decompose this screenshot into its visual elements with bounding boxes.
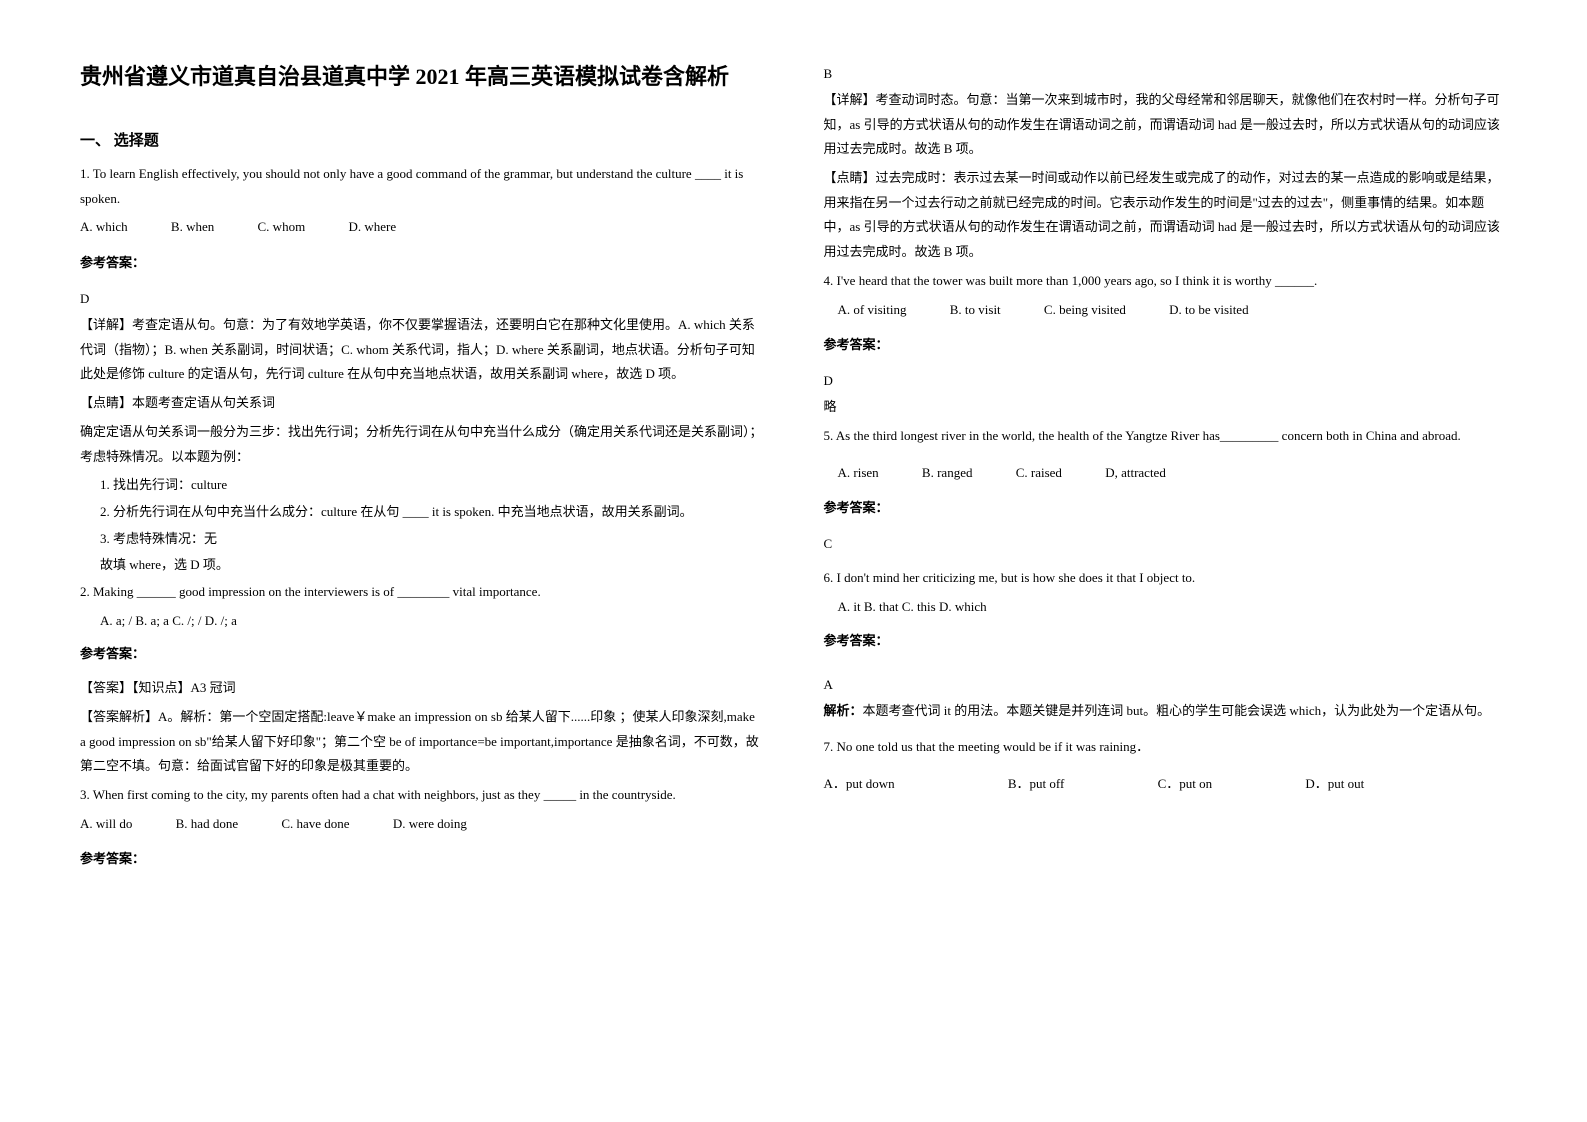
q1-optD: D. where <box>348 215 396 240</box>
spacer <box>824 359 1508 367</box>
q4-options: A. of visiting B. to visit C. being visi… <box>824 298 1508 323</box>
q4-optA: A. of visiting <box>838 298 907 323</box>
q2-answer-label: 参考答案： <box>80 643 764 662</box>
q7-optA: A．put down <box>824 772 895 797</box>
q1-options: A. which B. when C. whom D. where <box>80 215 764 240</box>
right-column: B 【详解】考查动词时态。句意：当第一次来到城市时，我的父母经常和邻居聊天，就像… <box>824 60 1508 1062</box>
spacer <box>824 663 1508 671</box>
q7-optC: C．put on <box>1158 772 1213 797</box>
q3-answer-label: 参考答案： <box>80 848 764 867</box>
q1-steps: 1. 找出先行词：culture 2. 分析先行词在从句中充当什么成分：cult… <box>80 473 764 580</box>
q7-text: 7. No one told us that the meeting would… <box>824 735 1508 760</box>
q7-optB: B．put off <box>1008 772 1064 797</box>
q4-optD: D. to be visited <box>1169 298 1248 323</box>
page-title: 贵州省遵义市道真自治县道真中学 2021 年高三英语模拟试卷含解析 <box>80 60 764 93</box>
q2-options: A. a; / B. a; a C. /; / D. /; a <box>80 609 764 634</box>
q5-text: 5. As the third longest river in the wor… <box>824 424 1508 449</box>
spacer <box>824 655 1508 663</box>
spacer <box>824 558 1508 566</box>
left-column: 贵州省遵义市道真自治县道真中学 2021 年高三英语模拟试卷含解析 一、 选择题… <box>80 60 764 1062</box>
q4-answer: D <box>824 373 1508 389</box>
q5-answer: C <box>824 536 1508 552</box>
q2-exp2: 【答案解析】A。解析：第一个空固定搭配:leave￥make an impres… <box>80 705 764 779</box>
q6-answer-label: 参考答案： <box>824 630 1508 649</box>
q1-answer: D <box>80 291 764 307</box>
q3-text: 3. When first coming to the city, my par… <box>80 783 764 808</box>
q1-optA: A. which <box>80 215 128 240</box>
spacer <box>824 727 1508 735</box>
q3-optC: C. have done <box>281 812 349 837</box>
q6-exp-text: 本题考查代词 it 的用法。本题关键是并列连词 but。粗心的学生可能会误选 w… <box>863 703 1491 718</box>
q1-answer-label: 参考答案： <box>80 252 764 271</box>
q4-optC: C. being visited <box>1044 298 1126 323</box>
q7-optD: D．put out <box>1305 772 1364 797</box>
q4-text: 4. I've heard that the tower was built m… <box>824 269 1508 294</box>
spacer <box>824 453 1508 461</box>
q2-text: 2. Making ______ good impression on the … <box>80 580 764 605</box>
q4-optB: B. to visit <box>950 298 1001 323</box>
q6-answer: A <box>824 677 1508 693</box>
q1-optB: B. when <box>171 215 214 240</box>
q5-optD: D, attracted <box>1105 461 1166 486</box>
q3-answer: B <box>824 66 1508 82</box>
q3-exp1: 【详解】考查动词时态。句意：当第一次来到城市时，我的父母经常和邻居聊天，就像他们… <box>824 88 1508 162</box>
q5-optC: C. raised <box>1016 461 1062 486</box>
q1-step1: 1. 找出先行词：culture <box>100 473 764 498</box>
spacer <box>80 277 764 285</box>
q1-exp3: 确定定语从句关系词一般分为三步：找出先行词；分析先行词在从句中充当什么成分（确定… <box>80 420 764 469</box>
q5-optB: B. ranged <box>922 461 973 486</box>
q7-options: A．put down B．put off C．put on D．put out <box>824 772 1508 797</box>
exp-label: 解析： <box>824 703 863 718</box>
q1-optC: C. whom <box>258 215 306 240</box>
q3-options: A. will do B. had done C. have done D. w… <box>80 812 764 837</box>
q3-optA: A. will do <box>80 812 132 837</box>
q1-step2: 2. 分析先行词在从句中充当什么成分：culture 在从句 ____ it i… <box>100 500 764 525</box>
q6-exp: 解析：本题考查代词 it 的用法。本题关键是并列连词 but。粗心的学生可能会误… <box>824 699 1508 724</box>
q5-optA: A. risen <box>838 461 879 486</box>
q4-exp: 略 <box>824 395 1508 420</box>
q1-step4: 故填 where，选 D 项。 <box>100 553 764 578</box>
spacer <box>824 522 1508 530</box>
q4-answer-label: 参考答案： <box>824 334 1508 353</box>
q3-optD: D. were doing <box>393 812 467 837</box>
q1-exp2: 【点睛】本题考查定语从句关系词 <box>80 391 764 416</box>
q5-options: A. risen B. ranged C. raised D, attracte… <box>824 461 1508 486</box>
section-header: 一、 选择题 <box>80 129 764 150</box>
q5-answer-label: 参考答案： <box>824 497 1508 516</box>
q1-exp1: 【详解】考查定语从句。句意：为了有效地学英语，你不仅要掌握语法，还要明白它在那种… <box>80 313 764 387</box>
q3-optB: B. had done <box>176 812 238 837</box>
q6-options: A. it B. that C. this D. which <box>824 595 1508 620</box>
q6-text: 6. I don't mind her criticizing me, but … <box>824 566 1508 591</box>
q1-step3: 3. 考虑特殊情况：无 <box>100 527 764 552</box>
q3-exp2: 【点睛】过去完成时：表示过去某一时间或动作以前已经发生或完成了的动作，对过去的某… <box>824 166 1508 265</box>
q2-exp1: 【答案】【知识点】A3 冠词 <box>80 676 764 701</box>
q1-text: 1. To learn English effectively, you sho… <box>80 162 764 211</box>
spacer <box>80 668 764 676</box>
spacer <box>824 764 1508 772</box>
